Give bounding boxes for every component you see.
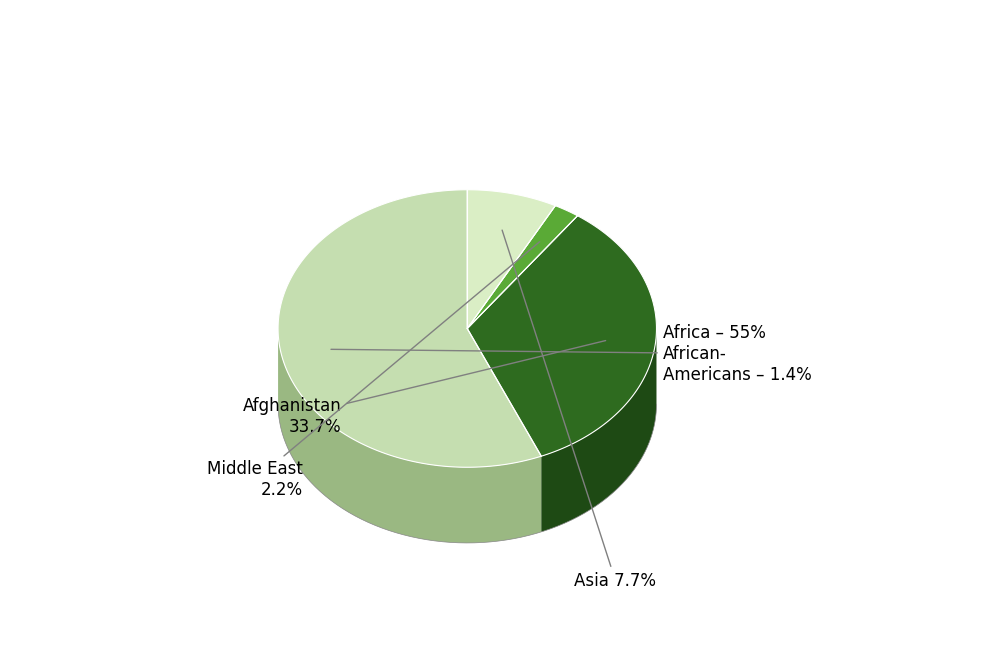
Text: Africa – 55%
African-
Americans – 1.4%: Africa – 55% African- Americans – 1.4% — [331, 324, 812, 384]
Text: Middle East
2.2%: Middle East 2.2% — [208, 242, 540, 499]
Polygon shape — [542, 330, 656, 532]
Polygon shape — [278, 190, 542, 467]
Text: Afghanistan
33.7%: Afghanistan 33.7% — [242, 340, 606, 436]
Polygon shape — [467, 215, 656, 456]
Text: Asia 7.7%: Asia 7.7% — [502, 230, 656, 590]
Polygon shape — [467, 190, 556, 328]
Polygon shape — [467, 206, 577, 328]
Polygon shape — [278, 330, 542, 543]
